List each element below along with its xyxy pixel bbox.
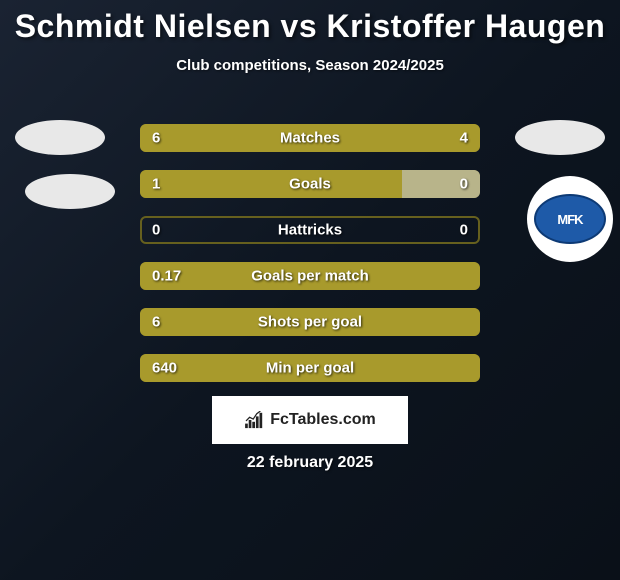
comparison-subtitle: Club competitions, Season 2024/2025	[0, 57, 620, 74]
stat-row: 0 0 Hattricks	[140, 216, 480, 244]
player2-club-badge-1	[515, 120, 605, 155]
snapshot-date: 22 february 2025	[247, 454, 373, 472]
stat-label: Goals	[289, 176, 331, 193]
player1-club-badge-1	[15, 120, 105, 155]
brand-text: FcTables.com	[270, 411, 376, 429]
stat-value-left: 0	[152, 222, 160, 239]
stat-row: 0.17 Goals per match	[140, 262, 480, 290]
stat-label: Goals per match	[251, 268, 369, 285]
stat-value-left: 640	[152, 360, 177, 377]
stat-value-left: 1	[152, 176, 160, 193]
stat-value-right: 0	[460, 222, 468, 239]
player2-club-badge-2: MFK	[527, 176, 613, 262]
player1-club-badge-2	[25, 174, 115, 209]
stat-value-left: 6	[152, 314, 160, 331]
fctables-icon	[244, 411, 266, 429]
stat-label: Min per goal	[266, 360, 354, 377]
stat-row: 6 4 Matches	[140, 124, 480, 152]
stat-value-left: 0.17	[152, 268, 181, 285]
stat-row: 6 Shots per goal	[140, 308, 480, 336]
molde-logo-icon: MFK	[534, 194, 606, 244]
stat-value-right: 4	[460, 130, 468, 147]
stat-label: Matches	[280, 130, 340, 147]
stat-row: 640 Min per goal	[140, 354, 480, 382]
comparison-bars: MFK 6 4 Matches 1 0 Goals 0 0 Hattricks 0.17 Goals…	[0, 124, 620, 400]
bar-fill-right	[402, 170, 480, 198]
bar-fill-left	[140, 170, 402, 198]
stat-value-left: 6	[152, 130, 160, 147]
comparison-title: Schmidt Nielsen vs Kristoffer Haugen	[0, 0, 620, 45]
stat-row: 1 0 Goals	[140, 170, 480, 198]
stat-label: Shots per goal	[258, 314, 362, 331]
stat-value-right: 0	[460, 176, 468, 193]
brand-attribution[interactable]: FcTables.com	[212, 396, 408, 444]
stat-label: Hattricks	[278, 222, 342, 239]
molde-logo-text: MFK	[557, 212, 582, 227]
